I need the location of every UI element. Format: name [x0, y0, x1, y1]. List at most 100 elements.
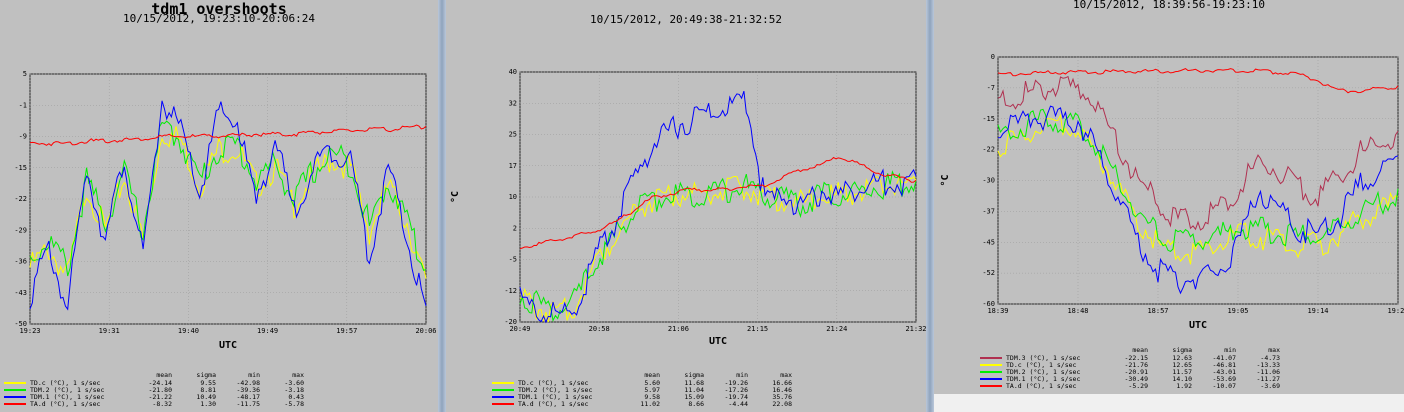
y-axis-label: °C	[450, 191, 461, 203]
x-tick-label: 19:57	[336, 327, 357, 335]
series-name: TDM.2 (°C), 1 s/sec	[1006, 367, 1081, 376]
stat-value: 12.63	[1172, 353, 1192, 362]
y-tick-label: 25	[509, 131, 517, 139]
stat-value: -8.32	[152, 400, 172, 409]
stat-value: -17.26	[724, 385, 748, 394]
stat-value: -46.81	[1212, 360, 1236, 369]
x-tick-label: 18:48	[1067, 307, 1088, 315]
stat-value: 11.02	[640, 400, 660, 409]
x-tick-label: 19:23	[19, 327, 40, 335]
stats-row: TDM.1 (°C), 1 s/sec -21.22 10.49 -48.17 0.43	[4, 392, 304, 401]
y-tick-label: 0	[991, 53, 995, 61]
x-tick-label: 19:49	[257, 327, 278, 335]
y-tick-label: 32	[509, 99, 517, 107]
legend-swatch	[980, 363, 1002, 366]
series-line-tdm-1	[519, 90, 917, 324]
legend-swatch	[492, 381, 514, 384]
stat-value: -41.07	[1212, 353, 1236, 362]
series-line-tdm-1	[29, 100, 427, 311]
stat-value: 9.58	[644, 392, 660, 401]
x-tick-label: 20:49	[509, 325, 530, 333]
y-tick-label: -30	[982, 177, 995, 185]
stat-value: -42.98	[236, 378, 260, 387]
x-tick-label: 20:58	[589, 325, 610, 333]
chart-subtitle: 10/15/2012, 19:23:10-20:06:24	[122, 12, 316, 25]
y-tick-label: 17	[509, 162, 517, 170]
y-tick-label: 10	[509, 193, 517, 201]
stats-row: TA.d (°C), 1 s/sec 11.02 8.66 -4.44 22.08	[492, 400, 792, 409]
stat-value: 9.55	[200, 378, 216, 387]
stats-row: TDM.1 (°C), 1 s/sec 9.58 15.09 -19.74 35.76	[492, 392, 792, 401]
y-tick-label: -29	[14, 226, 27, 234]
stat-value: 15.09	[684, 392, 704, 401]
stats-row: TDM.3 (°C), 1 s/sec -22.15 12.63 -41.07 -4.7…	[980, 353, 1280, 362]
status-strip	[934, 394, 1404, 412]
chart-panel-2: 10/15/2012, 20:49:38-21:32:52 40 32 25 17 10…	[446, 0, 926, 412]
stats-header-cell: sigma	[684, 371, 704, 379]
legend-swatch	[4, 381, 26, 384]
stats-header: mean sigma min max	[980, 346, 1280, 354]
stats-header-cell: max	[780, 371, 792, 379]
series-line-tdm-3	[997, 75, 1399, 231]
chart-panel-3: 10/15/2012, 18:39:56-19:23:10 0 -7 -15 -22 -…	[934, 0, 1404, 412]
stat-value: -21.80	[148, 385, 172, 394]
stats-row: TDM.1 (°C), 1 s/sec -30.49 14.10 -53.69 -11.…	[980, 375, 1280, 384]
y-tick-label: -15	[14, 164, 27, 172]
legend-swatch	[4, 403, 26, 406]
x-tick-label: 21:06	[668, 325, 689, 333]
stat-value: -4.73	[1260, 353, 1280, 362]
legend-swatch	[4, 388, 26, 391]
y-axis-label: °C	[940, 174, 951, 186]
stat-value: -21.76	[1124, 360, 1148, 369]
stats-header: mean sigma min max	[492, 371, 792, 379]
y-tick-label: -50	[14, 320, 27, 328]
stats-header-cell: sigma	[196, 371, 216, 379]
x-tick-label: 19:05	[1227, 307, 1248, 315]
y-tick-label: 5	[23, 70, 27, 78]
stats-row: TA.d (°C), 1 s/sec -8.32 1.30 -11.75 -5.78	[4, 400, 304, 409]
y-tick-label: -22	[14, 195, 27, 203]
stat-value: -39.36	[236, 385, 260, 394]
stat-value: 11.68	[684, 378, 704, 387]
x-tick-label: 18:39	[987, 307, 1008, 315]
series-line-tdm-2	[997, 108, 1399, 252]
chart-title: tdm1 overshoots	[151, 0, 287, 18]
series-line-tdm-2	[519, 170, 917, 322]
series-name: TDM.3 (°C), 1 s/sec	[1006, 353, 1081, 362]
stats-row: TDM.2 (°C), 1 s/sec -20.91 11.57 -43.01 -11.…	[980, 367, 1280, 376]
x-tick-label: 19:23	[1387, 307, 1404, 315]
chart-subtitle: 10/15/2012, 18:39:56-19:23:10	[1072, 0, 1266, 11]
x-tick-label: 19:40	[178, 327, 199, 335]
stat-value: -13.33	[1256, 360, 1280, 369]
x-tick-label: 21:24	[826, 325, 847, 333]
y-tick-label: -15	[982, 115, 995, 123]
stat-value: 5.97	[644, 385, 660, 394]
y-tick-label: 40	[509, 68, 517, 76]
stats-table-1: mean sigma min max TD.c (°C), 1 s/sec -24.14 9…	[4, 371, 304, 408]
y-tick-label: -60	[982, 300, 995, 308]
series-name: TDM.2 (°C), 1 s/sec	[518, 385, 593, 394]
stats-header-cell: sigma	[1172, 346, 1192, 354]
y-tick-label: -37	[982, 207, 995, 215]
series-name: TDM.2 (°C), 1 s/sec	[30, 385, 105, 394]
series-line-ta-d	[519, 156, 917, 250]
legend-swatch	[980, 378, 1002, 381]
stat-value: -11.75	[236, 400, 260, 409]
y-tick-label: -5	[509, 256, 517, 264]
y-tick-label: -43	[14, 289, 27, 297]
y-tick-label: -52	[982, 269, 995, 277]
series-line-ta-d	[997, 68, 1399, 94]
series-name: TD.c (°C), 1 s/sec	[30, 378, 101, 387]
stats-header-cell: max	[292, 371, 304, 379]
series-line-ta-d	[29, 124, 427, 147]
stat-value: -53.69	[1212, 375, 1236, 384]
stat-value: 16.66	[772, 378, 792, 387]
stat-value: -5.29	[1128, 382, 1148, 391]
stat-value: -24.14	[148, 378, 172, 387]
series-line-tdm-1	[997, 105, 1399, 295]
stat-value: -11.27	[1256, 375, 1280, 384]
stat-value: -21.22	[148, 392, 172, 401]
y-tick-label: 2	[513, 224, 517, 232]
